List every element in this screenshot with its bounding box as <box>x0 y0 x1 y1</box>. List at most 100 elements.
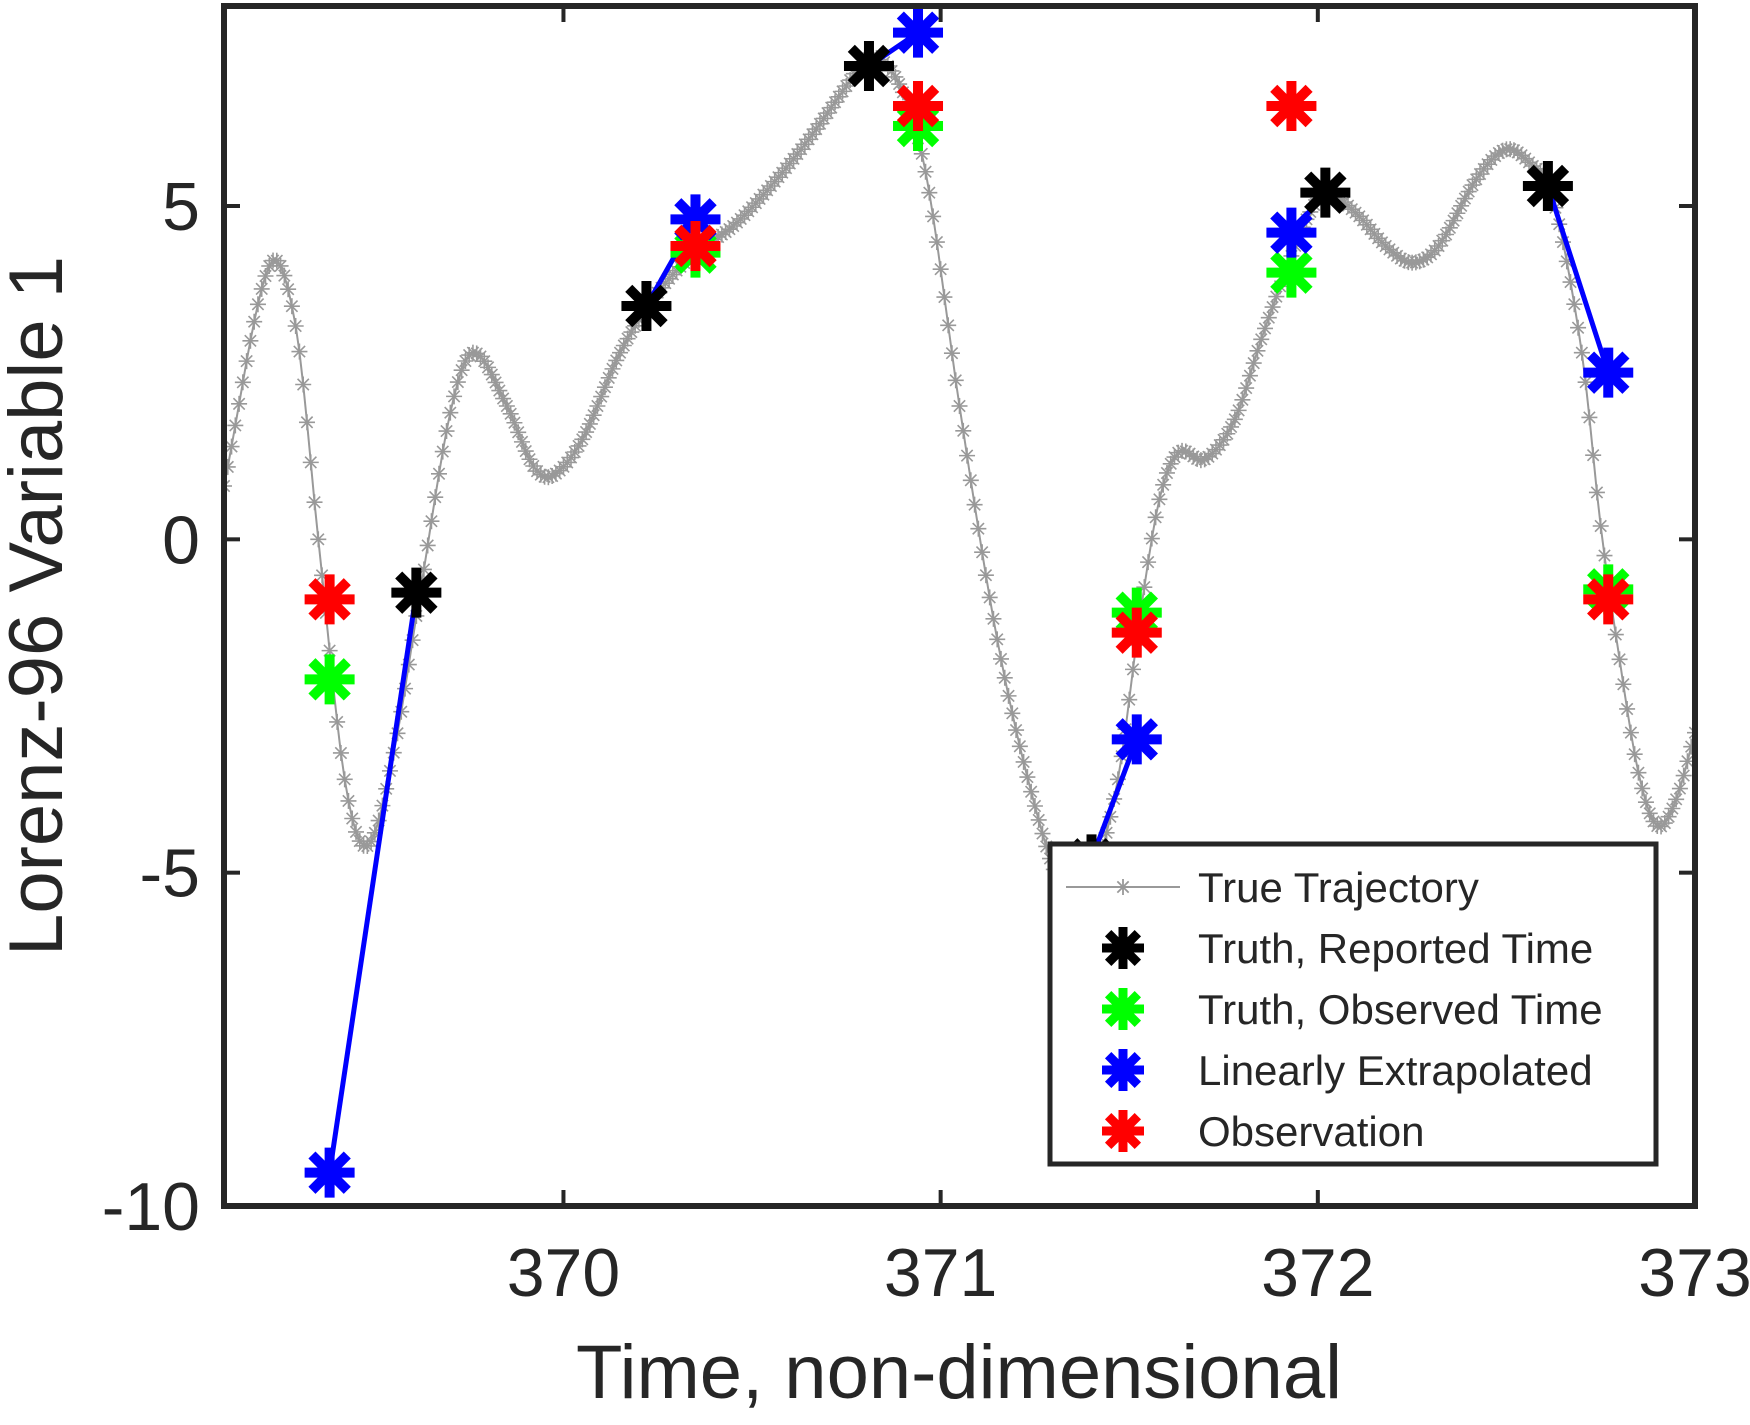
true-trajectory-point <box>996 669 1013 686</box>
true-trajectory-point <box>1573 344 1590 361</box>
true-trajectory-point <box>1671 780 1688 797</box>
true-trajectory-point <box>1245 355 1262 372</box>
true-trajectory-point <box>1687 724 1695 741</box>
true-trajectory-point <box>419 537 436 554</box>
true-trajectory-point <box>1460 183 1477 200</box>
x-tick-label: 372 <box>1261 1235 1374 1311</box>
true-trajectory-point <box>234 374 251 391</box>
true-trajectory-point <box>1121 691 1138 708</box>
observation-point <box>1266 81 1317 131</box>
true-trajectory-point <box>446 388 463 405</box>
true-trajectory-point <box>291 343 308 360</box>
true-trajectory-point <box>231 395 248 412</box>
true-trajectory-point <box>336 771 353 788</box>
true-trajectory-point <box>981 589 998 606</box>
truth-reported-time-point <box>1300 167 1351 218</box>
true-trajectory-point <box>1230 402 1247 419</box>
legend: True Trajectory Truth, Reported Time Truth… <box>1047 841 1659 1167</box>
extrapolation-segment <box>327 592 419 1174</box>
true-trajectory-point <box>1570 319 1587 336</box>
legend-label: True Trajectory <box>1198 864 1479 911</box>
true-trajectory-point <box>1015 753 1032 770</box>
axis-ticks <box>224 6 1697 1208</box>
true-trajectory-point <box>298 414 315 431</box>
true-trajectory-point <box>1143 530 1160 547</box>
true-trajectory-point <box>1140 554 1157 571</box>
true-trajectory-point <box>449 374 466 391</box>
legend-label: Observation <box>1198 1108 1424 1155</box>
true-trajectory-point <box>295 376 312 393</box>
true-trajectory-point <box>340 792 357 809</box>
truth-reported-time-point <box>843 41 894 91</box>
legend-item-true-trajectory: True Trajectory <box>1066 864 1479 911</box>
true-trajectory-point <box>1637 794 1654 811</box>
true-trajectory-point <box>1238 380 1255 397</box>
true-trajectory-point <box>287 318 304 334</box>
true-trajectory-point <box>1125 661 1142 678</box>
y-axis-title: Lorenz-96 Variable 1 <box>0 256 79 956</box>
linearly-extrapolated-point <box>1111 714 1162 765</box>
x-tick-label: 371 <box>884 1235 997 1311</box>
true-trajectory-point <box>917 163 934 180</box>
true-trajectory-point <box>253 280 270 297</box>
true-trajectory-point <box>1019 769 1036 786</box>
true-trajectory-point <box>306 494 323 511</box>
legend-marker <box>1102 927 1144 969</box>
x-axis-title: Time, non-dimensional <box>576 1330 1342 1415</box>
true-trajectory-point <box>434 443 451 460</box>
observation-series <box>304 81 1634 658</box>
true-trajectory-point <box>921 184 938 201</box>
true-trajectory-point <box>943 345 960 362</box>
true-trajectory-point <box>1675 767 1692 784</box>
legend-marker <box>1115 879 1131 895</box>
observation-point <box>670 221 721 271</box>
true-trajectory-point <box>1630 764 1647 781</box>
legend-label: Truth, Reported Time <box>1198 925 1593 972</box>
y-tick-label: -10 <box>102 1169 200 1245</box>
legend-item-linearly-extrapolated: Linearly Extrapolated <box>1102 1047 1593 1094</box>
true-trajectory-point <box>966 496 983 513</box>
true-trajectory-point <box>1260 309 1277 326</box>
truth-observed-time-point <box>304 654 355 705</box>
true-trajectory-point <box>974 544 991 561</box>
extrapolation-segment <box>1545 185 1611 374</box>
true-trajectory-point <box>619 330 636 347</box>
true-trajectory-point <box>1566 296 1583 313</box>
true-trajectory-point <box>1592 518 1609 534</box>
true-trajectory-point <box>242 332 259 349</box>
axes-box <box>221 3 1698 1209</box>
true-trajectory-point <box>1441 219 1458 236</box>
true-trajectory-point <box>1241 367 1258 384</box>
y-tick-label: 0 <box>162 502 200 578</box>
legend-box <box>1047 841 1659 1167</box>
linearly-extrapolated-point <box>893 7 944 58</box>
true-trajectory-point <box>925 208 942 225</box>
true-trajectory-point <box>940 317 957 334</box>
true-trajectory-point <box>1147 509 1164 526</box>
legend-label: Truth, Observed Time <box>1198 986 1603 1033</box>
true-trajectory-point <box>992 650 1009 667</box>
true-trajectory-point <box>1622 724 1639 741</box>
true-trajectory-point <box>1456 190 1473 207</box>
true-trajectory-point <box>1000 687 1017 704</box>
true-trajectory-point <box>951 398 968 414</box>
true-trajectory-point <box>423 513 440 530</box>
true-trajectory-point <box>1615 676 1632 693</box>
true-trajectory-point <box>224 478 232 494</box>
true-trajectory-point <box>932 261 949 278</box>
true-trajectory-point <box>962 472 979 489</box>
true-trajectory-point <box>989 631 1006 648</box>
true-trajectory-point <box>430 465 447 482</box>
true-trajectory-point <box>1634 780 1651 797</box>
legend-marker <box>1102 1049 1144 1091</box>
true-trajectory-point <box>1155 476 1172 493</box>
true-trajectory-point <box>585 407 602 424</box>
legend-item-truth-reported-time: Truth, Reported Time <box>1102 925 1593 972</box>
true-trajectory-point <box>985 610 1002 627</box>
true-trajectory-point <box>1445 212 1462 229</box>
legend-item-observation: Observation <box>1102 1108 1424 1155</box>
true-trajectory-point <box>1023 783 1040 800</box>
legend-marker <box>1102 1110 1144 1152</box>
plot-area <box>224 7 1695 1198</box>
